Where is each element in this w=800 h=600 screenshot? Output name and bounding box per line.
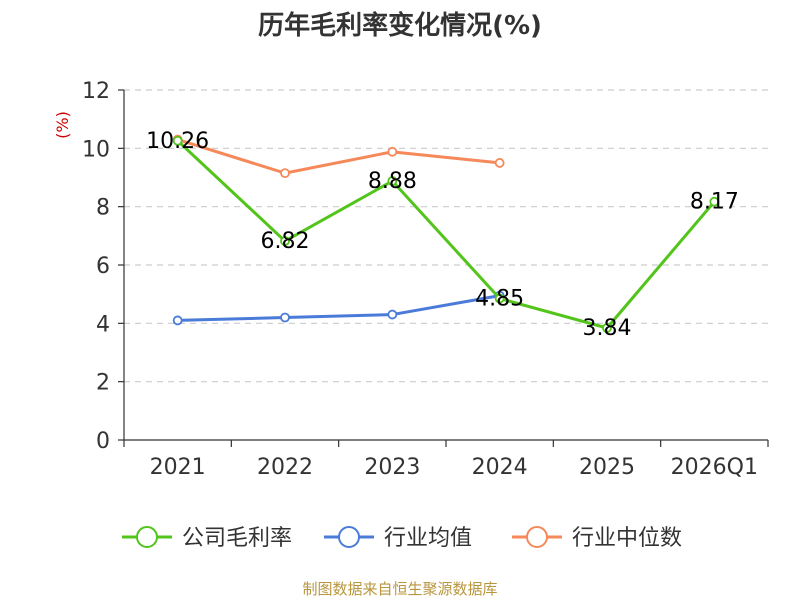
series-line — [177, 294, 500, 322]
x-tick-label: 2026Q1 — [671, 455, 758, 480]
x-tick-label: 2025 — [579, 455, 635, 480]
x-tick-label: 2024 — [472, 455, 528, 480]
data-label: 8.17 — [690, 190, 739, 215]
y-axis-label: (%) — [53, 111, 72, 139]
data-point — [494, 293, 505, 304]
y-tick-label: 8 — [96, 196, 110, 221]
data-point — [172, 315, 183, 326]
legend-item-label[interactable]: 公司毛利率 — [182, 526, 292, 551]
y-tick-label: 2 — [96, 371, 110, 396]
data-point — [280, 236, 290, 246]
data-point — [494, 158, 505, 168]
legend-marker — [136, 526, 158, 548]
y-tick-label: 6 — [96, 254, 110, 279]
y-tick-label: 10 — [82, 137, 110, 162]
series-lines — [172, 134, 720, 333]
data-label: 4.85 — [475, 287, 524, 312]
data-point — [280, 168, 290, 179]
data-point — [280, 312, 290, 323]
x-tick-label: 2021 — [150, 455, 206, 480]
data-label: 3.84 — [583, 316, 632, 341]
chart-title: 历年毛利率变化情况(%) — [258, 10, 542, 41]
x-tick-label: 2022 — [257, 455, 313, 480]
data-label: 10.26 — [146, 129, 209, 154]
y-tick-label: 4 — [96, 312, 110, 337]
legend[interactable]: 公司毛利率 行业均值 行业中位数 — [122, 526, 682, 551]
data-point — [387, 176, 398, 186]
data-labels: 10.26 6.82 8.88 4.85 3.84 8.17 — [146, 129, 739, 341]
data-point — [387, 309, 398, 320]
legend-item-label[interactable]: 行业均值 — [384, 526, 472, 551]
data-label: 8.88 — [368, 169, 417, 194]
source-note: 制图数据来自恒生聚源数据库 — [302, 580, 497, 598]
legend-marker — [338, 526, 360, 548]
data-point — [172, 135, 183, 146]
data-point — [709, 196, 720, 207]
axes: 0 2 4 6 8 10 12 2021 2022 2023 2024 2025 2026Q1 — [82, 79, 769, 480]
legend-item-label[interactable]: 行业中位数 — [572, 526, 682, 551]
series-line — [177, 138, 500, 175]
data-label: 6.82 — [261, 229, 310, 254]
y-tick-label: 12 — [82, 79, 110, 104]
grid-lines — [124, 89, 768, 383]
y-tick-label: 0 — [96, 429, 110, 454]
data-point — [602, 323, 612, 333]
series-line — [176, 139, 716, 330]
legend-marker — [526, 526, 548, 548]
x-tick-label: 2023 — [364, 455, 420, 480]
data-point — [387, 146, 398, 157]
